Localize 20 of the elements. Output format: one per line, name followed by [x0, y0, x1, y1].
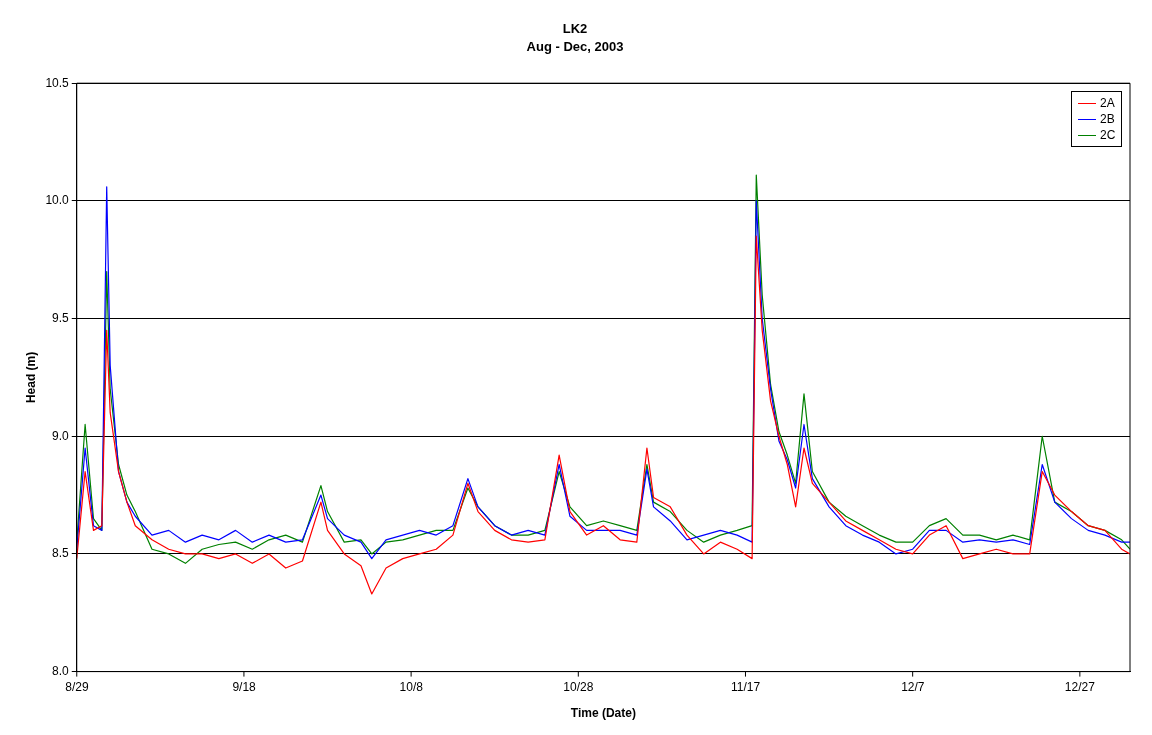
y-tick-label: 10.0 [45, 193, 70, 208]
x-tick-label: 10/8 [399, 679, 423, 694]
legend-label: 2B [1100, 111, 1115, 128]
x-tick-label: 12/27 [1064, 679, 1095, 694]
chart-title: LK2 [562, 21, 588, 37]
y-tick-label: 9.0 [52, 428, 70, 443]
legend-label: 2C [1100, 127, 1116, 144]
x-tick-label: 8/29 [65, 679, 89, 694]
y-axis-title: Head (m) [23, 351, 38, 404]
chart-subtitle: Aug - Dec, 2003 [526, 38, 624, 54]
x-tick-label: 9/18 [232, 679, 256, 694]
y-tick-label: 10.5 [45, 75, 70, 90]
x-tick-label: 10/28 [563, 679, 594, 694]
y-tick-label: 9.5 [52, 310, 70, 325]
legend-label: 2A [1100, 95, 1115, 112]
y-tick-label: 8.5 [52, 546, 70, 561]
y-tick-label: 8.0 [52, 663, 70, 678]
x-tick-label: 12/7 [901, 679, 925, 694]
x-tick-label: 11/17 [730, 679, 761, 694]
x-axis-title: Time (Date) [570, 706, 636, 721]
